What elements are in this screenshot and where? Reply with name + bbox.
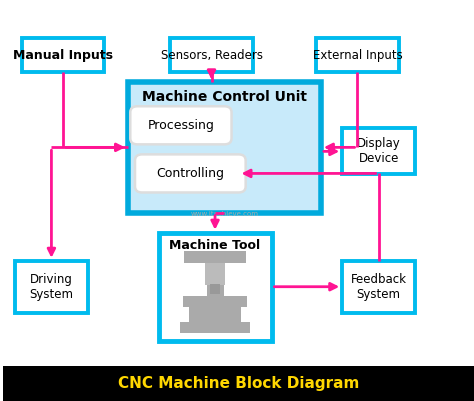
FancyBboxPatch shape xyxy=(128,82,321,213)
FancyBboxPatch shape xyxy=(189,306,241,323)
Text: Display
Device: Display Device xyxy=(357,138,401,165)
Text: Machine Control Unit: Machine Control Unit xyxy=(142,91,307,104)
Text: Processing: Processing xyxy=(147,119,214,132)
Text: www.itachieve.com: www.itachieve.com xyxy=(191,211,258,217)
FancyBboxPatch shape xyxy=(316,38,399,72)
Text: Manual Inputs: Manual Inputs xyxy=(13,49,113,62)
Text: Machine Tool: Machine Tool xyxy=(170,239,261,252)
FancyBboxPatch shape xyxy=(183,296,247,307)
Text: Feedback
System: Feedback System xyxy=(351,273,407,301)
FancyBboxPatch shape xyxy=(3,366,474,401)
FancyBboxPatch shape xyxy=(158,233,272,341)
FancyBboxPatch shape xyxy=(207,253,224,297)
FancyBboxPatch shape xyxy=(184,251,246,263)
Text: CNC Machine Block Diagram: CNC Machine Block Diagram xyxy=(118,376,359,391)
FancyBboxPatch shape xyxy=(22,38,104,72)
FancyBboxPatch shape xyxy=(205,263,226,285)
Text: External Inputs: External Inputs xyxy=(312,49,402,62)
FancyBboxPatch shape xyxy=(342,261,415,313)
FancyBboxPatch shape xyxy=(15,261,88,313)
Text: Controlling: Controlling xyxy=(156,167,224,180)
Text: Sensors, Readers: Sensors, Readers xyxy=(161,49,263,62)
FancyBboxPatch shape xyxy=(130,106,231,144)
FancyBboxPatch shape xyxy=(180,322,250,333)
Text: Driving
System: Driving System xyxy=(29,273,73,301)
FancyBboxPatch shape xyxy=(135,154,246,192)
FancyBboxPatch shape xyxy=(210,284,220,294)
FancyBboxPatch shape xyxy=(342,128,415,174)
FancyBboxPatch shape xyxy=(170,38,253,72)
